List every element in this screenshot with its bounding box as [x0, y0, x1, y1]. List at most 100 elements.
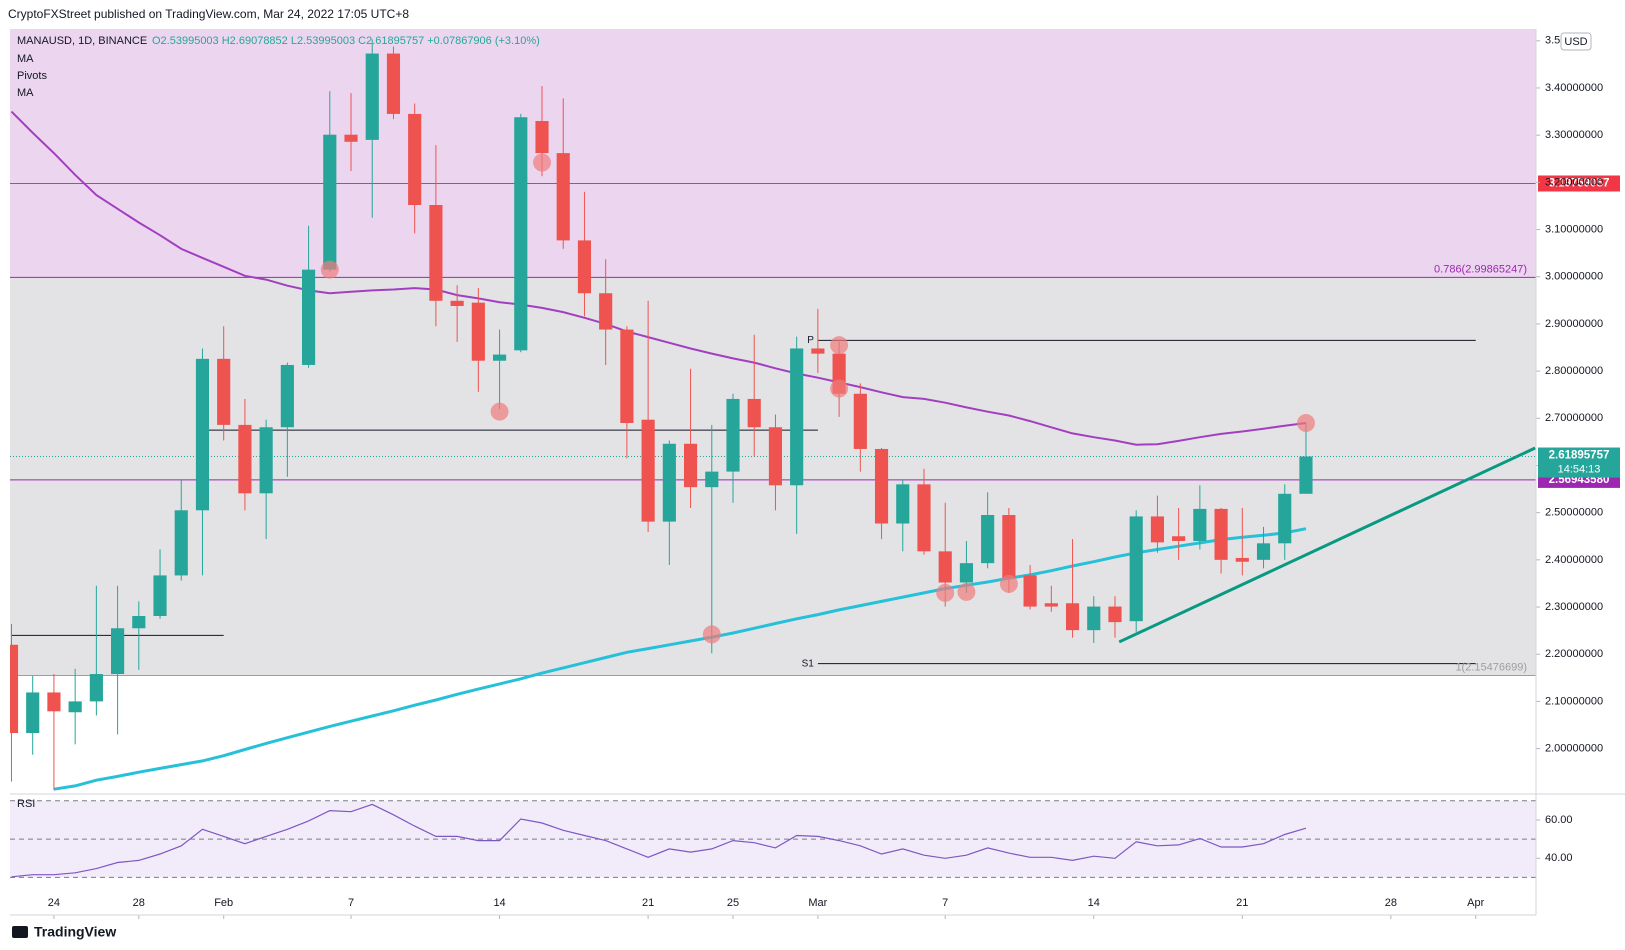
x-tick-label: 28 — [1385, 897, 1397, 909]
x-tick-label: 7 — [942, 897, 948, 909]
candle-body — [10, 644, 19, 734]
level-label: 0.786(2.99865247) — [1434, 263, 1527, 275]
candle-body — [535, 121, 549, 154]
candle-body — [153, 575, 167, 616]
candle-body — [747, 398, 761, 428]
price-box — [1538, 175, 1620, 192]
x-tick-label: 28 — [133, 897, 145, 909]
trendline — [1118, 446, 1536, 644]
y-tick-label: 2.90000000 — [1545, 318, 1603, 330]
pivot-label: P — [807, 335, 814, 346]
y-tick-label: 3.10000000 — [1545, 223, 1603, 235]
ohlc: O2.53995003 H2.69078852 L2.53995003 C2.6… — [152, 35, 540, 47]
candle-body — [386, 53, 401, 114]
candle-body — [111, 628, 125, 675]
candle-body — [641, 419, 655, 522]
candle-body — [365, 53, 379, 140]
candle-body — [853, 393, 867, 449]
y-tick-label: 2.50000000 — [1545, 507, 1603, 519]
candle-body — [599, 293, 613, 330]
y-tick-label: 2.40000000 — [1545, 554, 1603, 566]
legend-pivots: Pivots — [17, 70, 47, 82]
price-box — [1538, 447, 1620, 478]
candle-body — [1256, 543, 1271, 560]
y-tick-label: 40.00 — [1545, 852, 1573, 864]
y-tick-label: 2.10000000 — [1545, 695, 1603, 707]
legend-ma: MA — [17, 87, 34, 99]
candle-body — [47, 692, 61, 712]
candle-body — [1235, 557, 1249, 562]
candle-body — [174, 510, 188, 576]
rsi-line — [11, 803, 1307, 878]
candle-body — [1299, 456, 1313, 494]
candle-body — [938, 551, 952, 583]
marker — [320, 260, 339, 279]
y-tick-label: 2.30000000 — [1545, 601, 1603, 613]
symbol: MANAUSD, 1D, BINANCE — [17, 35, 147, 47]
candle-body — [429, 205, 443, 301]
candle-body — [896, 484, 910, 524]
legend-ma: MA — [17, 53, 34, 65]
currency-box[interactable] — [1560, 32, 1592, 51]
marker — [490, 402, 509, 421]
x-tick-label: Apr — [1467, 897, 1484, 909]
y-tick-label: 2.80000000 — [1545, 365, 1603, 377]
candle-body — [1002, 515, 1016, 579]
candle-body — [726, 398, 740, 472]
marker — [999, 574, 1018, 593]
candle-body — [577, 240, 592, 294]
candle-body — [683, 443, 698, 488]
candle-body — [1214, 508, 1228, 560]
candle-body — [89, 674, 103, 702]
published-note: CryptoFXStreet published on TradingView.… — [8, 7, 409, 21]
candle-body — [492, 354, 507, 361]
price-box-label: 3.19759057 — [1549, 178, 1610, 190]
candle-body — [1023, 575, 1037, 607]
y-tick-label: 3.5 — [1545, 35, 1560, 47]
marker — [957, 582, 976, 601]
candle-body — [68, 701, 82, 713]
zone — [10, 29, 1536, 278]
candle-body — [514, 117, 528, 351]
marker — [830, 336, 849, 355]
x-tick-label: Feb — [214, 897, 233, 909]
x-tick-label: 14 — [493, 897, 505, 909]
candle-body — [195, 358, 210, 511]
x-tick-label: 21 — [642, 897, 654, 909]
candle-body — [471, 302, 485, 361]
candle-body — [1193, 508, 1207, 541]
candle-body — [556, 153, 570, 241]
candle-body — [662, 443, 676, 522]
x-tick-label: 25 — [727, 897, 739, 909]
pivot-label: S1 — [802, 658, 815, 669]
candle-body — [874, 448, 889, 524]
candle-body — [302, 269, 316, 365]
y-tick-label: 3.00000000 — [1545, 271, 1603, 283]
candle-body — [1129, 516, 1143, 622]
candle-body — [620, 329, 634, 424]
candle-body — [1150, 516, 1164, 543]
x-tick-label: Mar — [808, 897, 827, 909]
candle-body — [408, 113, 422, 206]
candle-body — [1172, 536, 1186, 541]
price-pane: P S1 — [10, 29, 1536, 791]
currency[interactable]: USD — [1564, 36, 1587, 48]
candle-body — [238, 424, 252, 494]
candle-body — [959, 563, 974, 583]
y-tick-label: 2.20000000 — [1545, 648, 1603, 660]
candle-body — [259, 427, 273, 494]
overlay: 1(2.15476699)2.569435800.786(2.99865247)… — [48, 35, 1620, 919]
y-tick-label: 3.30000000 — [1545, 129, 1603, 141]
candle-body — [917, 484, 931, 552]
candle-body — [705, 471, 719, 488]
candle-body — [981, 515, 995, 564]
candle-body — [450, 300, 464, 306]
countdown: 14:54:13 — [1558, 463, 1601, 475]
candle-body — [1278, 493, 1292, 544]
marker — [1296, 414, 1315, 433]
candle-body — [344, 134, 358, 142]
x-tick-label: 21 — [1236, 897, 1248, 909]
rsi-title: RSI — [17, 798, 35, 810]
